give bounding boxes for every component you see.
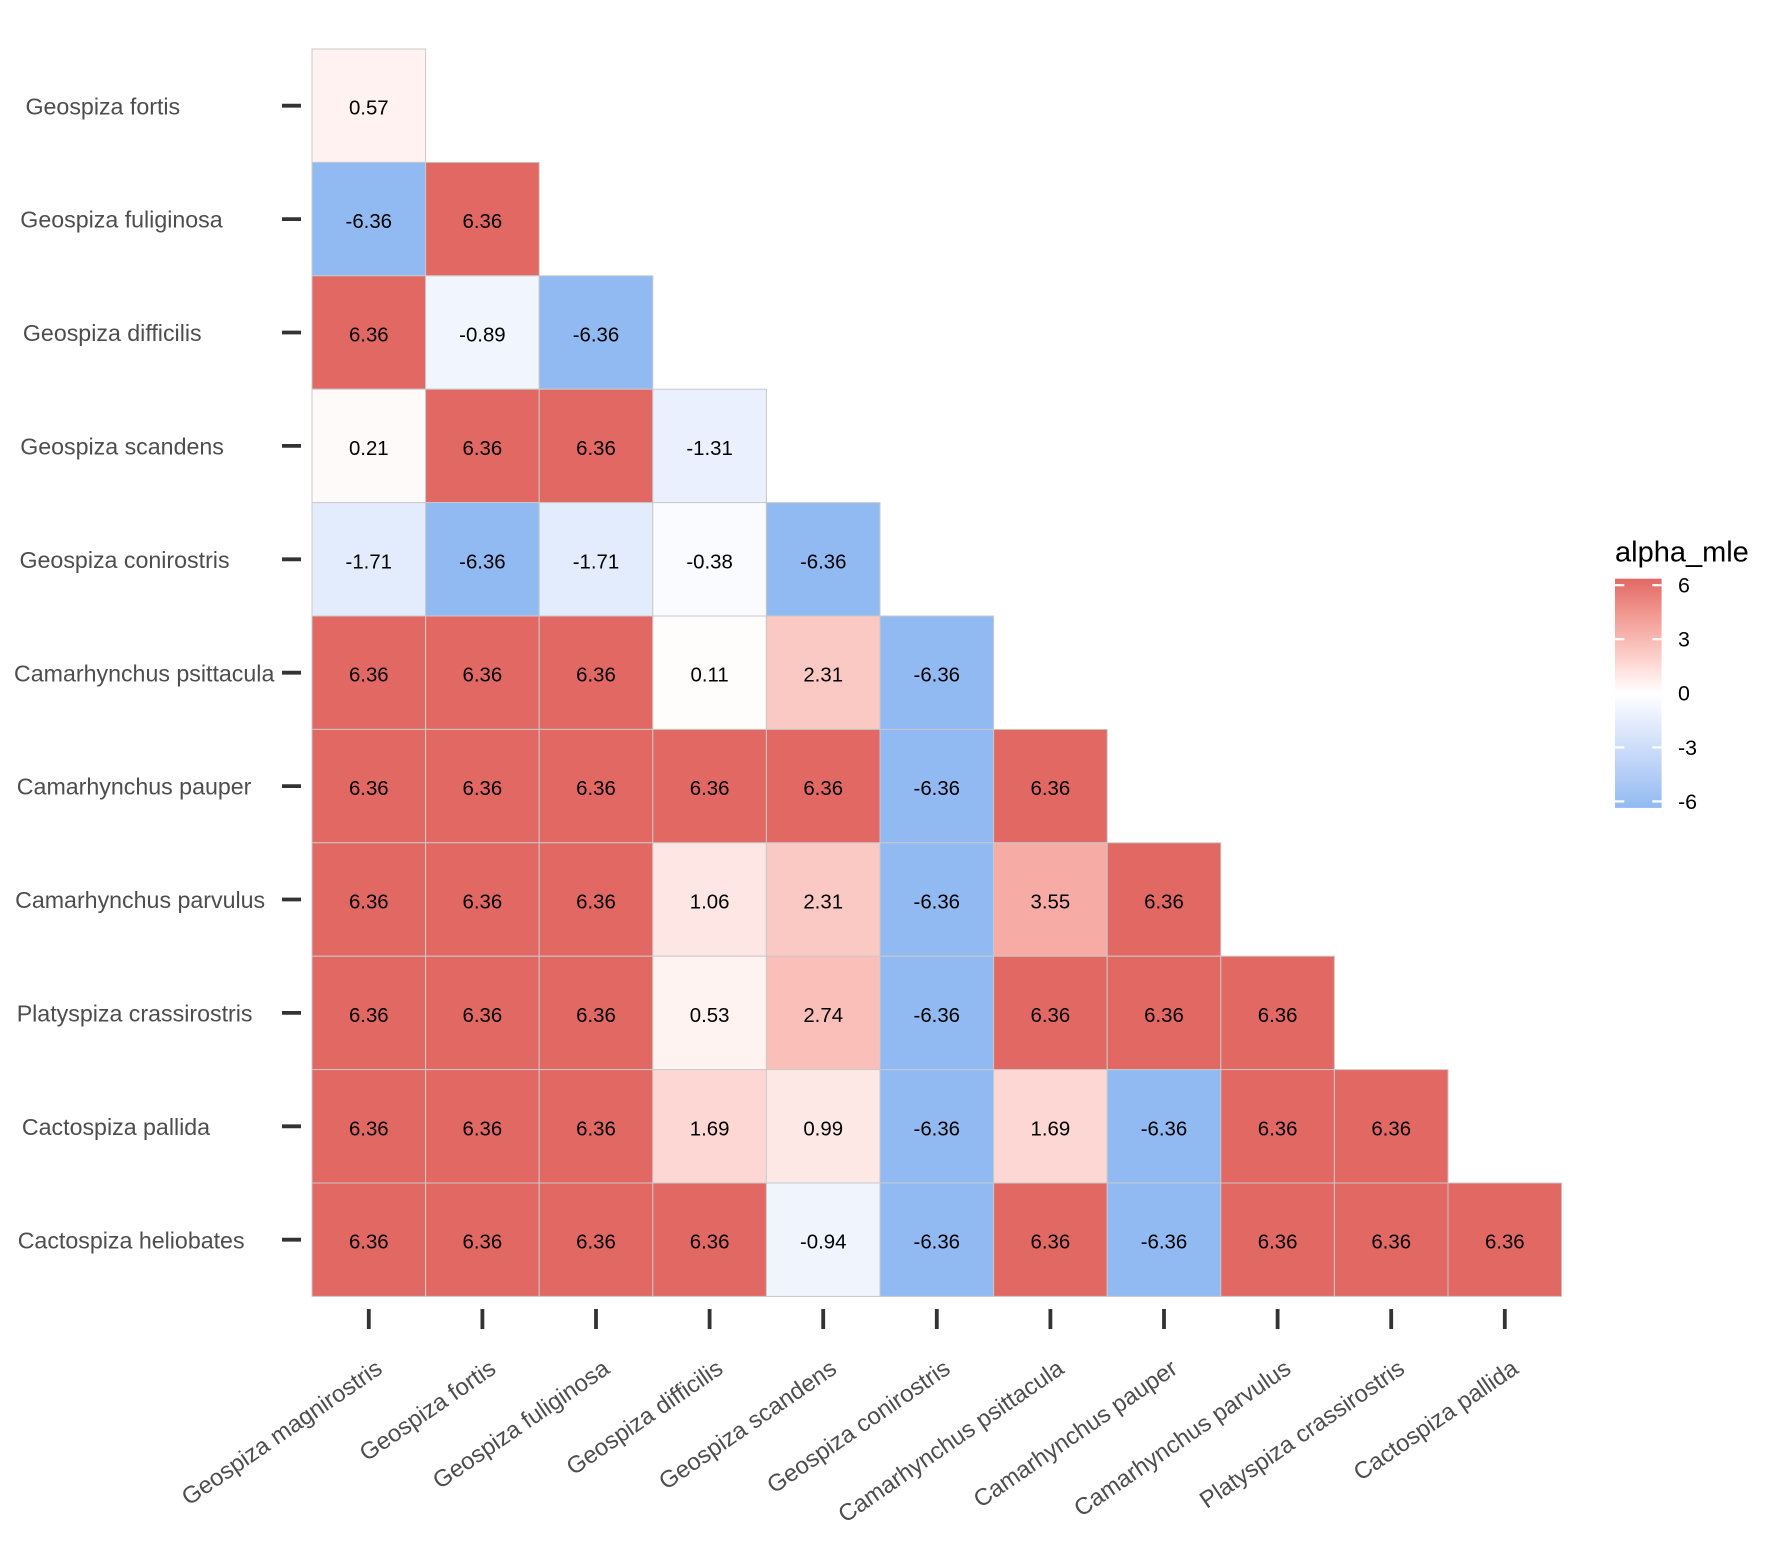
svg-text:Camarhynchus psittacula: Camarhynchus psittacula (14, 660, 274, 686)
svg-text:6.36: 6.36 (576, 1005, 616, 1027)
svg-text:Cactospiza heliobates: Cactospiza heliobates (18, 1227, 245, 1253)
svg-text:3: 3 (1678, 628, 1690, 652)
svg-text:6: 6 (1678, 574, 1690, 598)
svg-text:3.55: 3.55 (1031, 892, 1071, 914)
svg-text:6.36: 6.36 (463, 892, 503, 914)
svg-text:6.36: 6.36 (463, 1118, 503, 1140)
svg-text:Camarhynchus parvulus: Camarhynchus parvulus (15, 887, 265, 913)
svg-text:-6.36: -6.36 (1141, 1118, 1187, 1140)
svg-text:-6.36: -6.36 (914, 892, 960, 914)
svg-text:Camarhynchus pauper: Camarhynchus pauper (17, 774, 252, 800)
svg-text:6.36: 6.36 (463, 665, 503, 687)
svg-text:2.31: 2.31 (803, 892, 843, 914)
svg-text:-6.36: -6.36 (914, 1005, 960, 1027)
svg-text:-6.36: -6.36 (573, 325, 619, 347)
svg-text:6.36: 6.36 (1485, 1232, 1525, 1254)
svg-text:0.57: 0.57 (349, 98, 389, 120)
svg-text:-6.36: -6.36 (459, 551, 505, 573)
svg-text:2.74: 2.74 (803, 1005, 843, 1027)
svg-text:6.36: 6.36 (1258, 1005, 1298, 1027)
svg-text:Geospiza scandens: Geospiza scandens (20, 434, 224, 460)
svg-text:6.36: 6.36 (690, 778, 730, 800)
svg-text:6.36: 6.36 (463, 1005, 503, 1027)
svg-text:Cactospiza pallida: Cactospiza pallida (22, 1114, 210, 1140)
svg-text:6.36: 6.36 (1031, 1005, 1071, 1027)
svg-text:6.36: 6.36 (349, 1232, 389, 1254)
svg-text:2.31: 2.31 (803, 665, 843, 687)
svg-text:6.36: 6.36 (463, 438, 503, 460)
svg-text:6.36: 6.36 (576, 438, 616, 460)
svg-text:6.36: 6.36 (1144, 1005, 1184, 1027)
svg-text:6.36: 6.36 (1371, 1118, 1411, 1140)
svg-text:6.36: 6.36 (803, 778, 843, 800)
svg-text:-1.71: -1.71 (346, 551, 392, 573)
svg-text:6.36: 6.36 (349, 778, 389, 800)
svg-text:Geospiza fortis: Geospiza fortis (26, 93, 181, 119)
svg-text:-6.36: -6.36 (914, 1118, 960, 1140)
svg-text:6.36: 6.36 (576, 1118, 616, 1140)
svg-text:0.53: 0.53 (690, 1005, 730, 1027)
svg-text:-6.36: -6.36 (914, 1232, 960, 1254)
svg-text:0.21: 0.21 (349, 438, 389, 460)
svg-text:6.36: 6.36 (349, 1118, 389, 1140)
svg-text:0.11: 0.11 (691, 665, 729, 687)
svg-text:1.06: 1.06 (690, 892, 730, 914)
svg-text:6.36: 6.36 (1031, 778, 1071, 800)
svg-text:6.36: 6.36 (690, 1232, 730, 1254)
svg-text:6.36: 6.36 (1031, 1232, 1071, 1254)
svg-text:6.36: 6.36 (463, 1232, 503, 1254)
svg-text:6.36: 6.36 (1258, 1232, 1298, 1254)
svg-text:1.69: 1.69 (690, 1118, 730, 1140)
svg-text:6.36: 6.36 (576, 778, 616, 800)
svg-text:-1.71: -1.71 (573, 551, 619, 573)
svg-text:0.99: 0.99 (803, 1118, 843, 1140)
svg-text:6.36: 6.36 (349, 325, 389, 347)
svg-text:-3: -3 (1678, 736, 1697, 760)
svg-text:-0.38: -0.38 (686, 551, 732, 573)
svg-text:-6.36: -6.36 (914, 778, 960, 800)
svg-text:-6.36: -6.36 (346, 211, 392, 233)
svg-text:6.36: 6.36 (1371, 1232, 1411, 1254)
svg-text:6.36: 6.36 (463, 778, 503, 800)
svg-text:6.36: 6.36 (349, 892, 389, 914)
svg-text:6.36: 6.36 (576, 665, 616, 687)
svg-text:6.36: 6.36 (349, 1005, 389, 1027)
svg-text:6.36: 6.36 (1144, 892, 1184, 914)
svg-text:1.69: 1.69 (1031, 1118, 1071, 1140)
svg-text:0: 0 (1678, 682, 1690, 706)
svg-text:-6.36: -6.36 (800, 551, 846, 573)
svg-text:Geospiza difficilis: Geospiza difficilis (23, 320, 202, 346)
svg-text:6.36: 6.36 (576, 892, 616, 914)
svg-text:-6: -6 (1678, 790, 1697, 814)
svg-text:Platyspiza crassirostris: Platyspiza crassirostris (17, 1001, 253, 1027)
svg-text:6.36: 6.36 (463, 211, 503, 233)
svg-text:6.36: 6.36 (576, 1232, 616, 1254)
svg-text:-6.36: -6.36 (1141, 1232, 1187, 1254)
svg-text:alpha_mle: alpha_mle (1615, 536, 1749, 568)
svg-text:6.36: 6.36 (349, 665, 389, 687)
svg-text:-0.89: -0.89 (459, 325, 505, 347)
svg-text:Geospiza conirostris: Geospiza conirostris (20, 547, 230, 573)
svg-text:-0.94: -0.94 (800, 1232, 846, 1254)
svg-text:-1.31: -1.31 (686, 438, 732, 460)
svg-text:Geospiza fuliginosa: Geospiza fuliginosa (20, 207, 222, 233)
svg-text:-6.36: -6.36 (914, 665, 960, 687)
svg-text:6.36: 6.36 (1258, 1118, 1298, 1140)
